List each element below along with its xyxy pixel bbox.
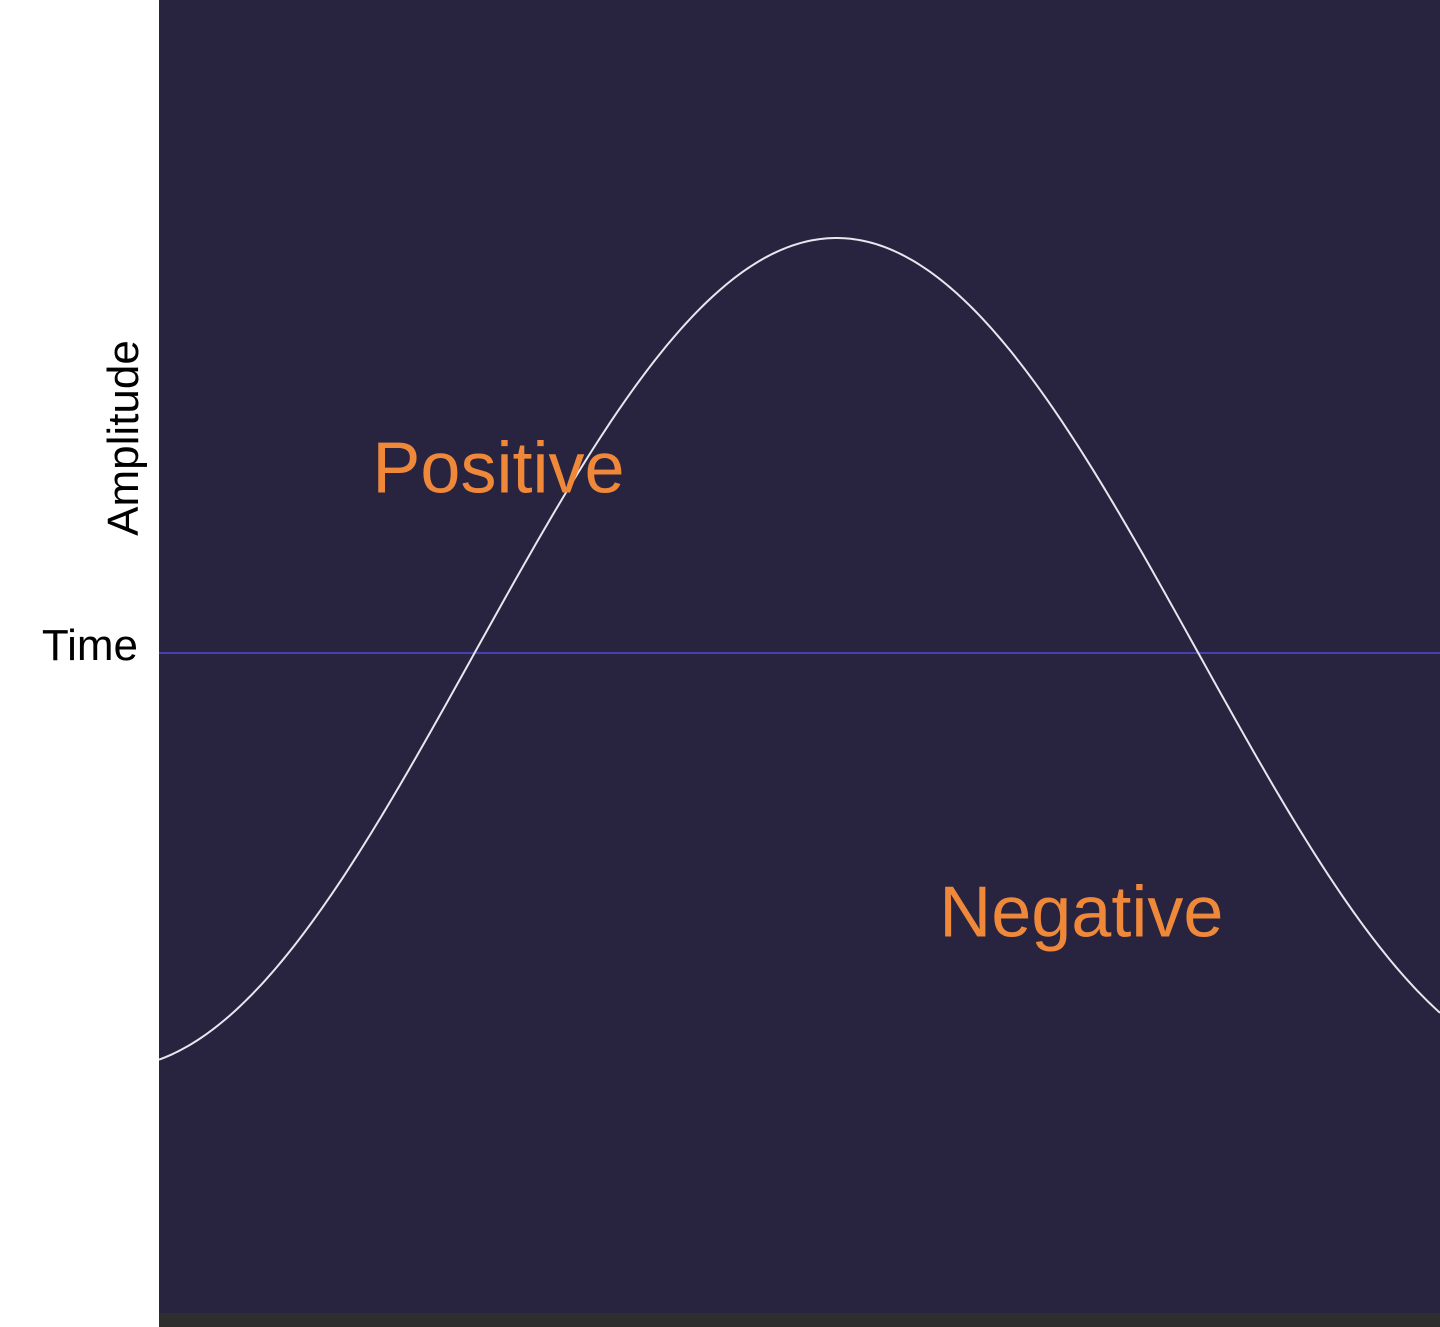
x-axis-label: Time xyxy=(42,621,138,670)
y-axis-label: Amplitude xyxy=(99,340,148,536)
negative-label: Negative xyxy=(939,872,1223,952)
sine-wave-curve xyxy=(158,237,1440,1061)
bottom-bar xyxy=(159,1313,1440,1327)
positive-label: Positive xyxy=(372,428,624,508)
plot-area xyxy=(159,0,1440,1313)
